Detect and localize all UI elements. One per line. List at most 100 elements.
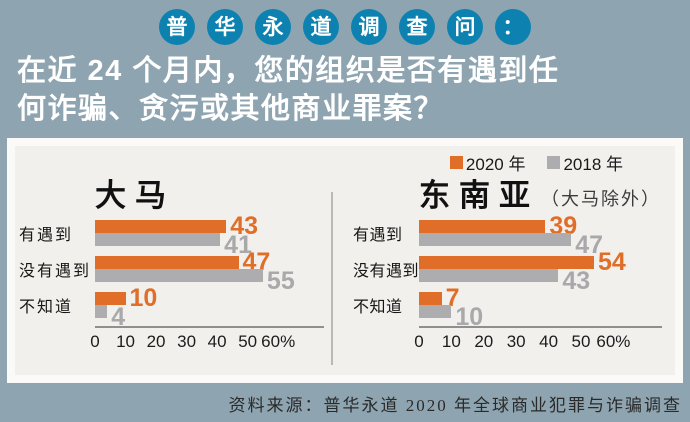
x-axis: 0 10 20 30 40 50 60% <box>90 332 324 352</box>
bar-value-2018: 4 <box>111 303 126 331</box>
legend-item-2018: 2018 年 <box>547 150 623 175</box>
chart-divider <box>331 192 333 365</box>
bar-value-2020: 10 <box>129 284 158 312</box>
bar-2020 <box>95 256 239 269</box>
bar-2018 <box>95 233 221 246</box>
axis-area: 0 10 20 30 40 50 60% <box>90 326 324 352</box>
bar-pair: 10 4 <box>95 286 324 330</box>
category-label: 没有遇到 <box>353 263 420 280</box>
axis-spacer <box>353 328 419 352</box>
x-axis: 0 10 20 30 40 50 60% <box>414 332 662 352</box>
chart-malaysia: 大马 有遇到 43 41 没有遇到 47 55 不知道 10 4 0 10 20 30 40 50 60% <box>15 146 331 375</box>
chart-body: 有遇到 39 47 没有遇到 54 43 不知道 7 10 0 10 20 30 40 50 60% <box>353 214 662 352</box>
bar-row: 43 <box>95 214 324 239</box>
bar-2018 <box>419 233 572 246</box>
header-badge-icon: 华 <box>207 9 243 45</box>
axis-tick: 40 <box>207 332 227 351</box>
axis-spacer <box>19 328 95 352</box>
header-badge-icon: 查 <box>399 9 435 45</box>
bar-row: 4 <box>95 305 324 330</box>
chart-title-text: 大马 <box>95 178 175 213</box>
bar-2020 <box>419 220 546 233</box>
axis-tick: 40 <box>539 332 559 351</box>
header-badge-colon-icon: ： <box>495 9 531 45</box>
axis-tick: 0 <box>414 332 424 351</box>
axis-tick: 20 <box>474 332 494 351</box>
bar-row: 54 <box>419 250 662 275</box>
header-badges: 普 华 永 道 调 查 问 ： <box>0 0 690 45</box>
bar-2020 <box>419 292 442 305</box>
survey-question: 在近 24 个月内，您的组织是否有遇到任 何诈骗、贪污或其他商业罪案？ <box>17 52 676 128</box>
axis-baseline <box>419 326 662 328</box>
bar-value-2018: 43 <box>562 267 591 295</box>
legend-item-2020: 2020 年 <box>449 150 526 175</box>
axis-tick: 60% <box>261 332 296 351</box>
chart-southeast-asia: 东南亚 （大马除外） 有遇到 39 47 没有遇到 54 43 不知道 7 10 0 10 20 30 4… <box>333 146 675 375</box>
bar-2020 <box>95 220 227 233</box>
header-badge-icon: 永 <box>255 9 291 45</box>
question-line-2: 何诈骗、贪污或其他商业罪案？ <box>17 93 445 125</box>
bar-2020 <box>419 256 594 269</box>
axis-tick: 30 <box>506 332 526 351</box>
category-label: 没有遇到 <box>19 263 92 280</box>
axis-tick: 30 <box>177 332 197 351</box>
chart-subtitle-text: （大马除外） <box>541 188 661 209</box>
axis-tick: 0 <box>90 332 100 351</box>
axis-tick: 10 <box>441 332 461 351</box>
header-badge-icon: 道 <box>303 9 339 45</box>
bar-row: 7 <box>419 286 662 311</box>
bar-pair: 43 41 <box>95 214 324 258</box>
axis-baseline <box>95 326 324 328</box>
bar-value-2020: 54 <box>597 248 626 276</box>
bar-value-2018: 10 <box>455 303 484 331</box>
bar-row: 47 <box>419 233 662 258</box>
bar-2018 <box>419 305 452 318</box>
bar-2018 <box>95 305 108 318</box>
chart-title-southeast-asia: 东南亚 （大马除外） <box>419 172 662 211</box>
bar-2020 <box>95 292 126 305</box>
bar-2018 <box>95 269 263 282</box>
bar-value-2020: 43 <box>230 212 259 240</box>
legend-label-2018: 2018 年 <box>563 155 623 174</box>
bar-row: 39 <box>419 214 662 239</box>
header-badge-icon: 调 <box>351 9 387 45</box>
bar-value-2018: 41 <box>224 231 252 259</box>
bar-row: 55 <box>95 269 324 294</box>
bar-value-2018: 55 <box>266 267 295 295</box>
chart-panel: 2020 年 2018 年 大马 有遇到 43 41 没有遇到 47 55 不知道 10 4 0 1… <box>7 138 683 383</box>
charts-row: 大马 有遇到 43 41 没有遇到 47 55 不知道 10 4 0 10 20 30 40 50 60% 东… <box>15 146 675 375</box>
header-badge-icon: 问 <box>447 9 483 45</box>
source-note: 资料来源：普华永道 2020 年全球商业犯罪与诈骗调查 <box>228 396 682 415</box>
bar-row: 43 <box>419 269 662 294</box>
axis-area: 0 10 20 30 40 50 60% <box>414 326 662 352</box>
bar-row: 10 <box>419 305 662 330</box>
bar-2018 <box>419 269 559 282</box>
legend-swatch-2018-icon <box>547 156 561 169</box>
chart-title-malaysia: 大马 <box>95 172 324 211</box>
bar-value-2018: 47 <box>575 231 604 259</box>
legend-label-2020: 2020 年 <box>465 155 526 174</box>
axis-tick: 10 <box>116 332 135 351</box>
bar-pair: 54 43 <box>419 250 662 294</box>
category-label: 不知道 <box>353 299 403 316</box>
legend-swatch-2020-icon <box>449 156 463 169</box>
axis-tick: 20 <box>146 332 166 351</box>
chart-legend: 2020 年 2018 年 <box>449 150 623 175</box>
category-label: 不知道 <box>19 299 74 316</box>
bar-value-2020: 7 <box>445 284 460 312</box>
axis-tick: 50 <box>238 332 258 351</box>
axis-tick: 60% <box>596 332 631 351</box>
question-line-1: 在近 24 个月内，您的组织是否有遇到任 <box>17 55 560 87</box>
category-label: 有遇到 <box>353 227 403 244</box>
bar-row: 10 <box>95 286 324 311</box>
bar-pair: 7 10 <box>419 286 662 330</box>
category-label: 有遇到 <box>19 227 74 244</box>
axis-tick: 50 <box>571 332 591 351</box>
chart-panel-inner: 2020 年 2018 年 大马 有遇到 43 41 没有遇到 47 55 不知道 10 4 0 1… <box>15 146 675 375</box>
bar-row: 41 <box>95 233 324 258</box>
header-badge-icon: 普 <box>159 9 195 45</box>
bar-pair: 47 55 <box>95 250 324 294</box>
chart-body: 有遇到 43 41 没有遇到 47 55 不知道 10 4 0 10 20 30 40 50 60% <box>19 214 324 352</box>
bar-pair: 39 47 <box>419 214 662 258</box>
